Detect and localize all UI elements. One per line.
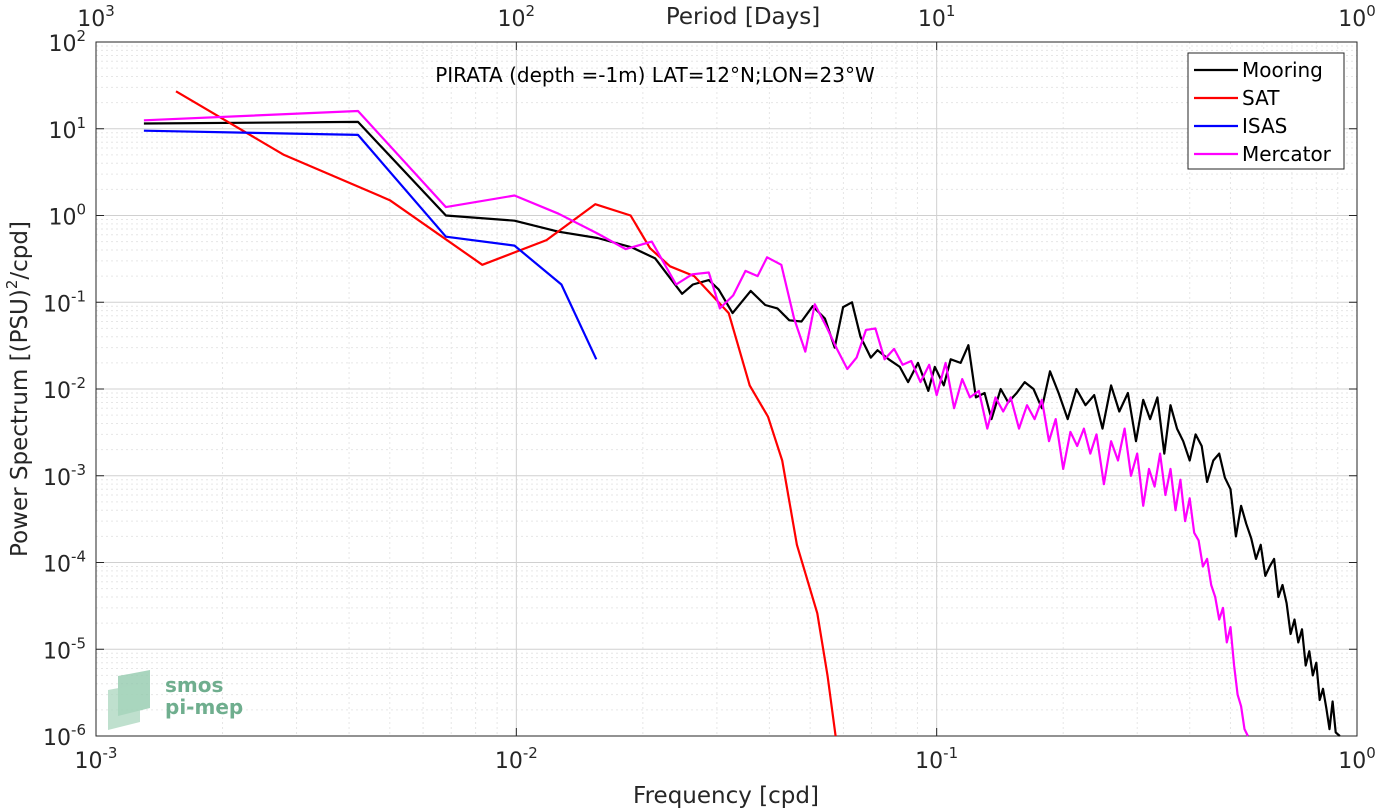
top-tick-label-exp: 1 [946, 2, 956, 20]
top-tick-label: 100 [1338, 2, 1376, 32]
legend-label-sat: SAT [1242, 86, 1280, 110]
logo-mark-2 [108, 684, 140, 730]
y-tick-label-exp: -3 [71, 461, 86, 479]
top-tick-label-base: 10 [1338, 7, 1366, 32]
y-tick-label-base: 10 [43, 466, 71, 491]
y-tick-label-exp: -2 [71, 374, 86, 392]
top-tick-label: 101 [918, 2, 956, 32]
top-tick-label-exp: 0 [1366, 2, 1376, 20]
y-tick-label: 10-6 [43, 721, 86, 751]
series-line-isas [143, 129, 598, 360]
x-axis-label: Frequency [cpd] [633, 783, 819, 809]
series-line-mooring [143, 120, 1341, 737]
smos-pi-mep-logo: smos pi-mep [108, 670, 243, 730]
legend-label-mooring: Mooring [1242, 58, 1323, 82]
top-tick-label-base: 10 [918, 7, 946, 32]
legend-label-isas: ISAS [1242, 114, 1287, 138]
x-tick-label: 10-2 [495, 744, 538, 774]
x-tick-label-exp: -3 [103, 744, 118, 762]
logo-line-2: pi-mep [165, 695, 243, 719]
x-tick-label-exp: -2 [523, 744, 538, 762]
top-tick-label-exp: 2 [526, 2, 536, 20]
y-tick-label-exp: -4 [71, 548, 86, 566]
x-tick-label: 10-3 [75, 744, 118, 774]
y-tick-label-exp: 0 [76, 201, 86, 219]
legend-box [1187, 52, 1345, 170]
y-tick-label: 101 [48, 114, 86, 144]
x-tick-label-base: 10 [1338, 749, 1366, 774]
y-tick-label-base: 10 [43, 292, 71, 317]
chart-annotation: PIRATA (depth =-1m) LAT=12°N;LON=23°W [435, 63, 875, 87]
x-tick-label-base: 10 [915, 749, 943, 774]
y-tick-label-base: 10 [43, 726, 71, 751]
grid-minor [96, 42, 1357, 736]
y-tick-label: 10-2 [43, 374, 86, 404]
series-line-mercator [143, 109, 1249, 737]
y-tick-label-base: 10 [48, 206, 76, 231]
x-tick-label: 100 [1338, 744, 1376, 774]
top-tick-label: 103 [77, 2, 115, 32]
legend-label-mercator: Mercator [1242, 142, 1332, 166]
y-tick-label-base: 10 [43, 379, 71, 404]
y-tick-label: 100 [48, 201, 86, 231]
top-tick-label-exp: 3 [105, 2, 115, 20]
y-tick-label-base: 10 [43, 553, 71, 578]
top-axis-label: Period [Days] [666, 4, 820, 30]
y-tick-label-exp: -5 [71, 634, 86, 652]
x-tick-label: 10-1 [915, 744, 958, 774]
top-tick-label: 102 [498, 2, 536, 32]
top-tick-label-base: 10 [77, 7, 105, 32]
y-tick-label: 10-5 [43, 634, 86, 664]
y-tick-label-base: 10 [48, 119, 76, 144]
y-tick-label-exp: -1 [71, 287, 86, 305]
series-layer [143, 90, 1341, 737]
top-tick-label-base: 10 [498, 7, 526, 32]
y-axis-label: Power Spectrum [(PSU)2/cpd] [3, 221, 33, 557]
y-axis-label-sup: 2 [3, 280, 21, 290]
y-tick-label: 10-4 [43, 548, 86, 578]
y-tick-label-base: 10 [43, 639, 71, 664]
x-tick-label-base: 10 [495, 749, 523, 774]
x-tick-label-exp: 0 [1366, 744, 1376, 762]
y-tick-label: 10-1 [43, 287, 86, 317]
series-line-sat [175, 90, 837, 737]
y-tick-label-exp: 1 [76, 114, 86, 132]
y-tick-label: 10-3 [43, 461, 86, 491]
y-tick-label-exp: -6 [71, 721, 86, 739]
x-tick-label-exp: -1 [943, 744, 958, 762]
y-axis-label-suffix: /cpd] [7, 221, 33, 280]
y-axis-label-main: Power Spectrum [(PSU) [7, 289, 33, 557]
logo-line-1: smos [165, 673, 223, 697]
x-tick-label-base: 10 [75, 749, 103, 774]
y-tick-label-exp: 2 [76, 27, 86, 45]
legend: Mooring SAT ISAS Mercator [1187, 52, 1345, 170]
y-tick-label-base: 10 [48, 32, 76, 57]
y-tick-label: 102 [48, 27, 86, 57]
